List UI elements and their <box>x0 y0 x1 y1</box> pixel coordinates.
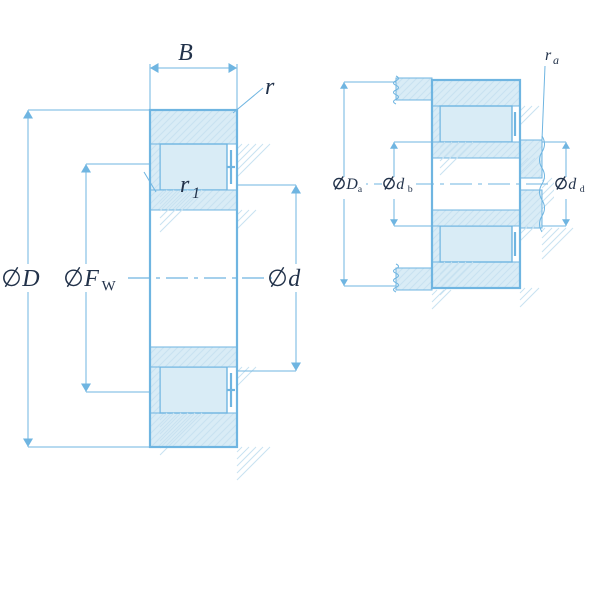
right-section-view: raDadbdd <box>332 47 588 309</box>
svg-text:a: a <box>358 184 363 195</box>
left-section-view: rr1BDFWdDFWd <box>4 40 316 480</box>
svg-text:b: b <box>408 184 413 195</box>
svg-text:d: d <box>568 176 577 193</box>
svg-text:D: D <box>21 266 39 292</box>
svg-text:a: a <box>553 53 559 67</box>
svg-text:d: d <box>396 176 405 193</box>
svg-text:d: d <box>580 184 585 195</box>
svg-text:d: d <box>288 266 301 292</box>
svg-text:D: D <box>345 176 358 193</box>
svg-text:F: F <box>83 266 99 292</box>
svg-text:1: 1 <box>192 185 200 202</box>
svg-text:W: W <box>102 278 117 294</box>
svg-text:r: r <box>545 47 552 64</box>
svg-text:r: r <box>180 172 190 198</box>
svg-text:B: B <box>178 40 193 66</box>
svg-text:r: r <box>265 74 275 100</box>
